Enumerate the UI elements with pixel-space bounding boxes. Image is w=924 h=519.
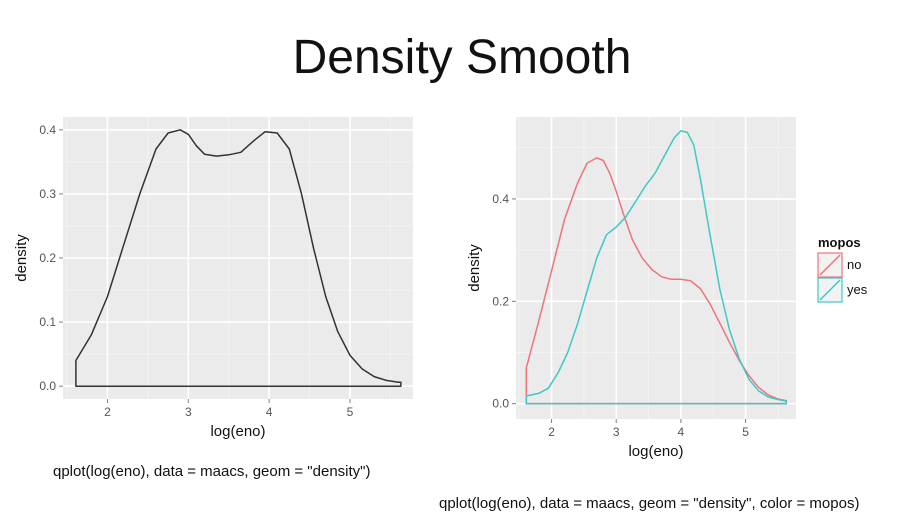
legend-title: mopos xyxy=(818,235,861,250)
left-y-tick-label: 0.4 xyxy=(39,123,56,137)
left-y-tick-label: 0.3 xyxy=(39,187,56,201)
right-plot-panel xyxy=(516,117,796,419)
legend-label-yes: yes xyxy=(847,282,868,297)
left-y-tick-label: 0.0 xyxy=(39,379,56,393)
right-density-line-no xyxy=(525,157,788,405)
caption-left: qplot(log(eno), data = maacs, geom = "de… xyxy=(53,463,371,480)
legend-label-no: no xyxy=(847,257,861,272)
right-density-line-yes xyxy=(525,130,788,405)
left-x-tick-label: 3 xyxy=(185,405,192,419)
slide-title: Density Smooth xyxy=(292,31,632,84)
right-y-tick-label: 0.0 xyxy=(492,397,509,411)
right-y-tick-label: 0.4 xyxy=(492,192,509,206)
right-y-tick-label: 0.2 xyxy=(492,294,509,308)
legend-key-line-no xyxy=(819,254,841,276)
right-x-tick-label: 4 xyxy=(678,425,685,439)
right-x-tick-label: 3 xyxy=(613,425,620,439)
right-x-tick-label: 2 xyxy=(548,425,555,439)
right-y-axis-label: density xyxy=(466,244,483,292)
left-x-axis-label: log(eno) xyxy=(210,423,265,440)
left-x-tick-label: 5 xyxy=(347,405,354,419)
left-density-line xyxy=(75,129,402,387)
right-x-axis-label: log(eno) xyxy=(628,443,683,460)
right-x-tick-label: 5 xyxy=(742,425,749,439)
left-y-tick-label: 0.1 xyxy=(39,315,56,329)
caption-right: qplot(log(eno), data = maacs, geom = "de… xyxy=(439,495,860,512)
left-y-tick-label: 0.2 xyxy=(39,251,56,265)
legend-key-line-yes xyxy=(819,279,841,301)
left-x-tick-label: 2 xyxy=(104,405,111,419)
left-y-axis-label: density xyxy=(13,234,30,282)
left-x-tick-label: 4 xyxy=(266,405,273,419)
